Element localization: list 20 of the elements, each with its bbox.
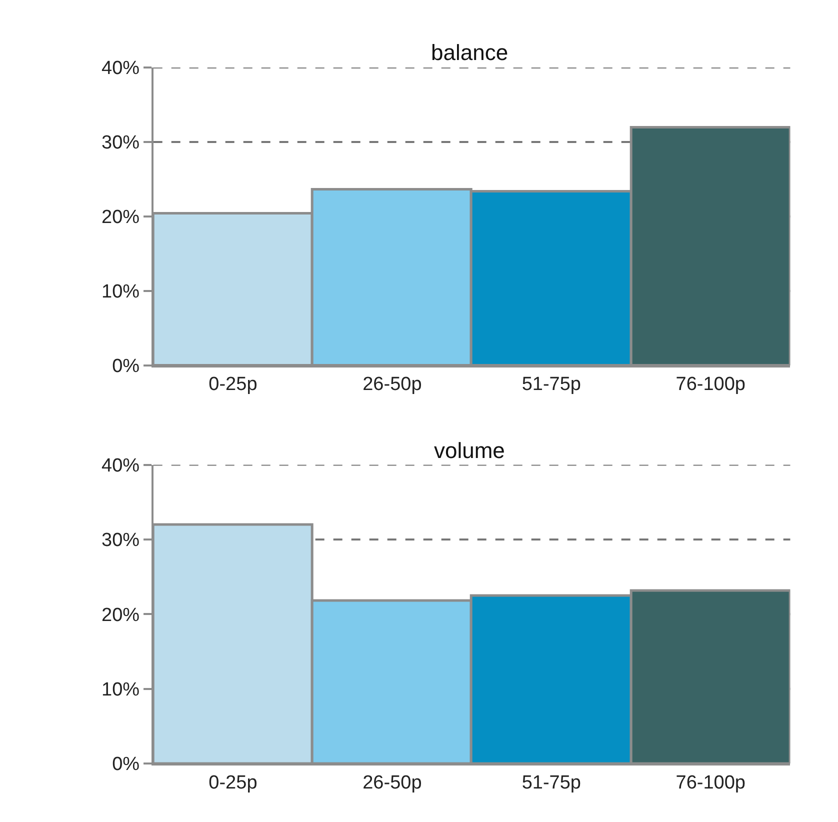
- y-tick-label: 10%: [102, 282, 140, 303]
- chart-title: volume: [434, 438, 505, 463]
- x-tick-label: 51-75p: [522, 374, 581, 396]
- y-tick-label: 20%: [102, 604, 140, 626]
- y-tick-label: 40%: [102, 455, 140, 476]
- y-tick-label: 0%: [112, 754, 140, 776]
- y-tick-label: 40%: [102, 58, 140, 80]
- y-tick-label: 30%: [102, 530, 140, 552]
- y-tick-label: 10%: [102, 680, 140, 700]
- x-tick-label: 0-25p: [208, 374, 258, 396]
- x-tick-label: 26-50p: [362, 374, 422, 396]
- x-tick-label: 76-100p: [676, 772, 746, 794]
- x-tick-label: 0-25p: [208, 772, 258, 794]
- x-tick-label: 26-50p: [362, 772, 422, 794]
- x-tick-label: 76-100p: [676, 374, 746, 396]
- y-tick-label: 20%: [102, 207, 140, 228]
- x-tick-label: 51-75p: [522, 772, 581, 794]
- y-tick-label: 30%: [102, 132, 140, 154]
- y-tick-label: 0%: [112, 356, 140, 378]
- chart-title: balance: [431, 40, 508, 65]
